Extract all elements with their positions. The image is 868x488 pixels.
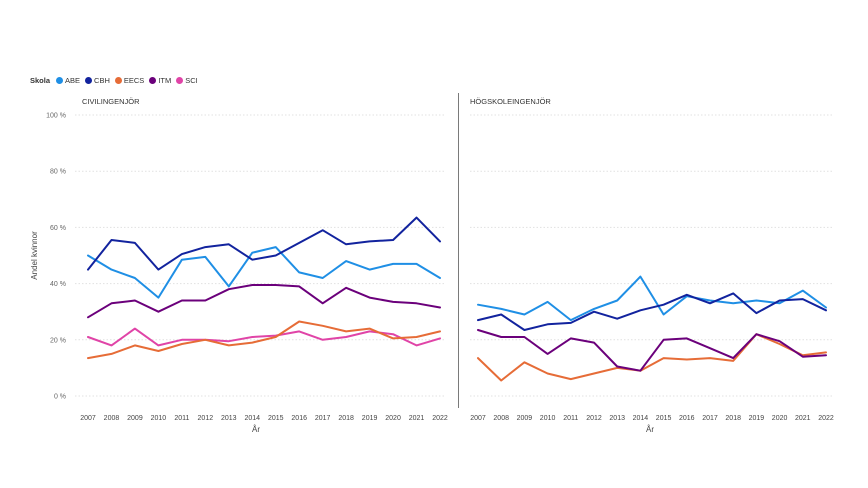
legend-dot-icon (114, 76, 122, 84)
series-line-eecs[interactable] (477, 333, 827, 382)
x-tick-label: 2009 (517, 415, 533, 422)
y-tick-label: 0 % (54, 394, 66, 401)
x-tick-label: 2012 (586, 415, 602, 422)
x-axis-label: År (646, 425, 654, 434)
legend-item-abe[interactable]: ABE (56, 76, 80, 85)
legend: Skola ABE CBH EECS ITM SCI (30, 73, 203, 87)
x-tick-label: 2010 (151, 415, 167, 422)
x-tick-label: 2013 (609, 415, 625, 422)
legend-item-sci[interactable]: SCI (176, 76, 198, 85)
x-tick-label: 2018 (338, 415, 354, 422)
x-tick-label: 2013 (221, 415, 237, 422)
x-tick-label: 2022 (432, 415, 448, 422)
x-tick-label: 2008 (493, 415, 509, 422)
x-tick-label: 2014 (244, 415, 260, 422)
legend-label: SCI (185, 75, 198, 85)
legend-item-cbh[interactable]: CBH (85, 76, 110, 85)
series-line-itm[interactable] (87, 284, 441, 319)
x-tick-label: 2016 (291, 415, 307, 422)
x-tick-label: 2021 (795, 415, 811, 422)
legend-label: ITM (158, 75, 172, 85)
x-tick-label: 2015 (656, 415, 672, 422)
legend-title: Skola (30, 75, 51, 85)
x-tick-label: 2020 (385, 415, 401, 422)
x-tick-label: 2014 (633, 415, 649, 422)
chart-title: HÖGSKOLEINGENJÖR (470, 97, 551, 106)
x-tick-label: 2019 (362, 415, 378, 422)
chart-title: CIVILINGENJÖR (82, 97, 140, 106)
series-line-abe[interactable] (87, 246, 441, 299)
legend-dot-icon (85, 76, 93, 84)
series-line-cbh[interactable] (87, 216, 441, 271)
x-tick-label: 2016 (679, 415, 695, 422)
series-line-abe[interactable] (477, 275, 827, 322)
x-tick-label: 2012 (198, 415, 214, 422)
legend-label: ABE (65, 75, 81, 85)
x-tick-label: 2011 (563, 415, 578, 422)
legend-dot-icon (56, 76, 64, 84)
x-tick-label: 2009 (127, 415, 143, 422)
x-axis-label: År (252, 425, 260, 434)
legend-dot-icon (149, 76, 157, 84)
y-tick-label: 100 % (46, 113, 66, 120)
y-tick-label: 80 % (50, 169, 66, 176)
x-tick-label: 2018 (725, 415, 741, 422)
x-tick-label: 2021 (409, 415, 425, 422)
legend-item-itm[interactable]: ITM (149, 76, 171, 85)
chart-panel-2: HÖGSKOLEINGENJÖR 2007 2008 2009 2010 2011 2012… (470, 97, 834, 434)
y-axis-label: Andel kvinnor (30, 231, 39, 280)
legend-label: EECS (123, 75, 145, 85)
y-tick-label: 40 % (50, 281, 66, 288)
legend-item-eecs[interactable]: EECS (114, 75, 145, 85)
chart-panel-1: 0 % 20 % 40 % 60 % 80 % 100 % Andel kvinnor CIV… (30, 97, 448, 434)
x-tick-label: 2015 (268, 415, 284, 422)
x-tick-label: 2011 (174, 415, 189, 422)
x-tick-label: 2007 (470, 415, 486, 422)
x-tick-label: 2019 (749, 415, 765, 422)
y-tick-label: 60 % (50, 225, 66, 232)
x-tick-label: 2017 (702, 415, 718, 422)
x-tick-label: 2008 (104, 415, 120, 422)
series-line-eecs[interactable] (87, 320, 441, 360)
x-tick-label: 2020 (772, 415, 788, 422)
legend-items: ABE CBH EECS ITM SCI (56, 76, 203, 85)
series-line-cbh[interactable] (477, 292, 827, 331)
series-line-itm[interactable] (477, 329, 827, 372)
legend-dot-icon (176, 76, 184, 84)
x-tick-label: 2010 (540, 415, 556, 422)
x-tick-label: 2017 (315, 415, 331, 422)
y-tick-label: 20 % (50, 337, 66, 344)
x-tick-label: 2007 (80, 415, 96, 422)
legend-label: CBH (94, 75, 110, 85)
x-tick-label: 2022 (818, 415, 834, 422)
